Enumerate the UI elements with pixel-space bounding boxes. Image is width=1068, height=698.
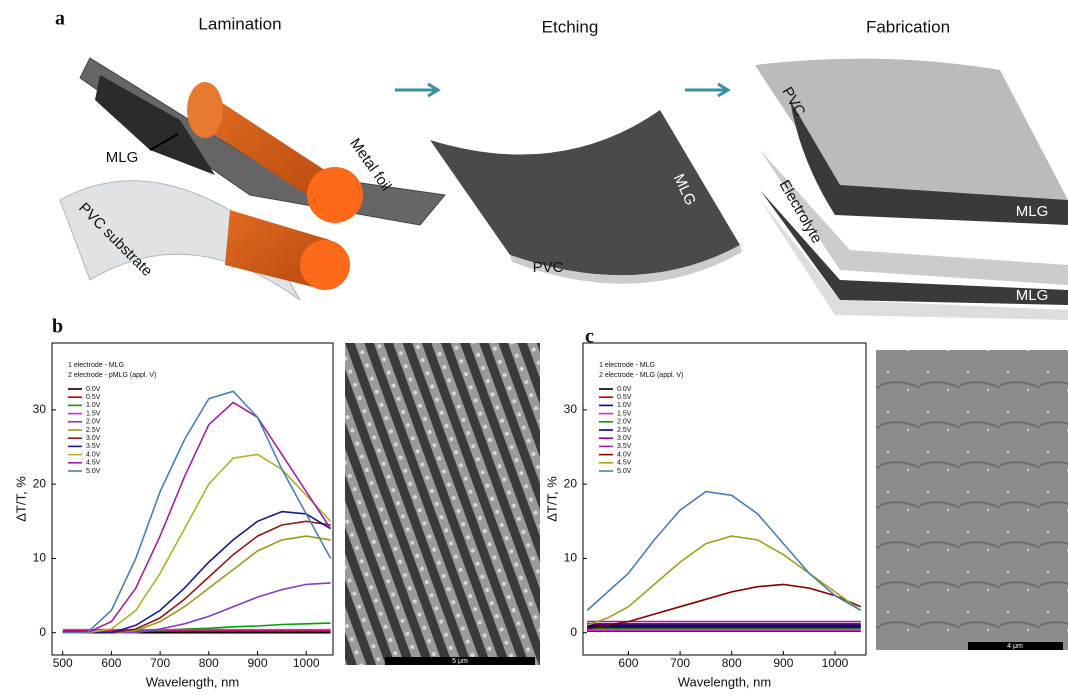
legend-label: 4.5V xyxy=(86,460,101,467)
panel-label: b xyxy=(52,316,63,338)
legend-label: 3.5V xyxy=(617,443,632,450)
label: MLG xyxy=(1016,287,1049,304)
x-tick-label: 1000 xyxy=(293,656,320,670)
arrow xyxy=(685,84,728,96)
x-tick-label: 500 xyxy=(53,656,73,670)
y-tick-label: 0 xyxy=(39,625,46,639)
step-title: Etching xyxy=(542,17,599,36)
legend-label: 1.5V xyxy=(617,410,632,417)
x-tick-label: 600 xyxy=(618,656,638,670)
y-tick-label: 0 xyxy=(570,625,577,639)
y-axis-label: ΔT/T, % xyxy=(544,476,559,522)
legend-label: 4.0V xyxy=(617,451,632,458)
y-tick-label: 10 xyxy=(33,551,47,565)
legend-label: 5.0V xyxy=(617,468,632,475)
legend-title: 1 electrode - MLG xyxy=(599,362,655,369)
arrow xyxy=(395,84,438,96)
legend-label: 3.5V xyxy=(86,443,101,450)
step-title: Lamination xyxy=(198,14,281,33)
x-tick-label: 700 xyxy=(150,656,170,670)
y-tick-label: 10 xyxy=(564,551,578,565)
y-tick-label: 20 xyxy=(564,476,578,490)
legend-title: 2 electrode - MLG (appl. V) xyxy=(599,372,683,379)
x-tick-label: 1000 xyxy=(822,656,849,670)
x-tick-label: 800 xyxy=(199,656,219,670)
figure: 5 μm 4 μm a b c Lamination Etching Fabri… xyxy=(0,0,1068,693)
legend-label: 4.0V xyxy=(86,451,101,458)
step-title: Fabrication xyxy=(866,17,950,36)
series-line xyxy=(587,536,861,625)
y-tick-label: 30 xyxy=(564,402,578,416)
legend-label: 0.0V xyxy=(617,386,632,393)
legend-label: 3.0V xyxy=(86,435,101,442)
legend-label: 2.5V xyxy=(617,427,632,434)
legend-label: 3.0V xyxy=(617,435,632,442)
x-axis-label: Wavelength, nm xyxy=(678,674,771,689)
sem-image xyxy=(345,343,540,665)
legend-label: 4.5V xyxy=(617,460,632,467)
panel-label: a xyxy=(55,8,65,30)
y-tick-label: 30 xyxy=(33,402,47,416)
y-axis-label: ΔT/T, % xyxy=(13,476,28,522)
x-tick-label: 800 xyxy=(722,656,742,670)
legend-label: 5.0V xyxy=(86,468,101,475)
sem-image xyxy=(876,350,1068,650)
legend-label: 2.0V xyxy=(86,419,101,426)
legend-title: 2 electrode - pMLG (appl. V) xyxy=(68,372,156,379)
scale-bar-label: 4 μm xyxy=(1007,643,1023,650)
x-tick-label: 700 xyxy=(670,656,690,670)
legend-label: 1.5V xyxy=(86,410,101,417)
series-line xyxy=(63,512,331,633)
label: MLG xyxy=(1016,203,1049,220)
label: PVC xyxy=(533,259,564,276)
legend-label: 2.0V xyxy=(617,419,632,426)
legend-label: 0.0V xyxy=(86,386,101,393)
x-axis-label: Wavelength, nm xyxy=(146,674,239,689)
panel-label: c xyxy=(585,326,594,348)
label: MLG xyxy=(106,149,139,166)
x-tick-label: 900 xyxy=(773,656,793,670)
legend-label: 0.5V xyxy=(86,394,101,401)
series-line xyxy=(587,492,861,611)
y-tick-label: 20 xyxy=(33,476,47,490)
scale-bar-label: 5 μm xyxy=(452,658,468,665)
x-tick-label: 600 xyxy=(101,656,121,670)
series-line xyxy=(63,454,331,632)
legend-title: 1 electrode - MLG xyxy=(68,362,124,369)
legend-label: 2.5V xyxy=(86,427,101,434)
legend-label: 1.0V xyxy=(617,402,632,409)
legend-label: 0.5V xyxy=(617,394,632,401)
x-tick-label: 900 xyxy=(247,656,267,670)
legend-label: 1.0V xyxy=(86,402,101,409)
